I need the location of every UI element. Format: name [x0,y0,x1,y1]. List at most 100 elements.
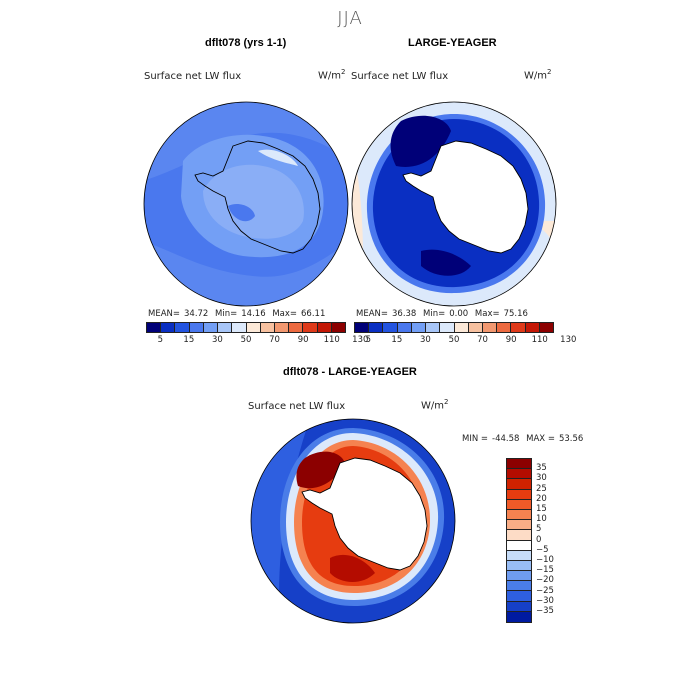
panel2-variable-label: Surface net LW flux [351,71,449,82]
panel2-max-value: 75.16 [503,309,528,319]
colorbar-swatch [175,323,190,332]
colorbar-tick-label: −5 [536,544,549,555]
colorbar-swatch [289,323,304,332]
colorbar-tick-label: 30 [420,335,431,345]
panel1-field-region [144,241,348,306]
panel3-max-value: 53.56 [558,434,584,444]
colorbar-swatch [454,323,469,332]
panel1-field-region [144,102,348,181]
panel3-min-label: MIN = [462,434,489,444]
colorbar-tick-label: 50 [448,335,460,345]
colorbar-swatch [507,540,531,551]
colorbar-swatch [411,323,427,332]
colorbar-tick-label: 50 [240,335,252,345]
colorbar-tick-label: 130 [352,335,369,345]
panel2-colorbar: 5 15 30 50 70 90 110 130 [354,322,576,345]
colorbar-swatch [507,489,531,500]
colorbar-tick-label: −30 [536,595,554,606]
panel3-stats: MIN = -44.58 MAX = 53.56 [462,434,587,444]
colorbar-swatch [507,509,531,521]
panel3-variable-label: Surface net LW flux [248,401,346,412]
panel3-colorbar [506,458,532,623]
colorbar-tick-label: 110 [531,335,548,345]
colorbar-tick-label: −25 [536,585,554,596]
panel2-mean-value: 36.38 [392,309,417,319]
panel1-field-region [228,204,255,222]
colorbar-tick-label: −20 [536,575,554,586]
panel3-field-region [296,451,345,489]
colorbar-tick-label: 70 [477,335,488,345]
colorbar-swatch [507,479,531,490]
colorbar-swatch [507,520,531,531]
colorbar-swatch [260,323,275,332]
panel2-max-label: Max= [474,309,500,319]
colorbar-tick-label: 25 [536,483,547,494]
colorbar-swatch [331,323,346,332]
panel1-min-value: 14.16 [241,309,266,319]
panel1-stats: MEAN= 34.72 Min= 14.16 Max= 66.11 [148,309,329,319]
colorbar-swatch [507,571,531,582]
panel3-coastline [301,457,428,571]
colorbar-swatch [507,469,531,480]
colorbar-swatch [218,323,233,332]
colorbar-swatch [232,323,247,332]
colorbar-tick-label: 30 [536,473,547,484]
colorbar-swatch [440,323,455,332]
colorbar-tick-label: 130 [560,335,577,345]
panel1-mean-value: 34.72 [184,309,209,319]
colorbar-tick-label: 90 [505,335,517,345]
panel3-polar-map [250,418,456,624]
panel1-polar-map [143,101,349,307]
panel2-coastline [402,140,529,254]
panel1-max-value: 66.11 [301,309,326,319]
colorbar-tick-label: 110 [323,335,340,345]
colorbar-swatch [303,323,318,332]
panel2-title: LARGE-YEAGER [408,37,497,49]
colorbar-swatch [161,323,176,332]
panel3-title: dflt078 - LARGE-YEAGER [283,366,417,378]
panel1-units: W/m2 [318,68,346,82]
colorbar-swatch [497,323,512,332]
panel2-field-region [421,249,471,276]
panel1-field-region [203,164,304,239]
colorbar-tick-label: 15 [183,335,195,345]
panel1-colorbar: 5 15 30 50 70 90 110 130 [146,322,368,345]
panel3-units: W/m2 [421,398,449,412]
colorbar-tick-label: −10 [536,555,554,565]
colorbar-swatch [507,581,531,592]
colorbar-tick-label: 5 [536,524,542,535]
colorbar-tick-label: 30 [212,335,223,345]
panel3-colorbar-ticks: 35 30 25 20 15 10 5 0 −5 −10 −15 −20 −25 −30 −35 [536,458,566,622]
colorbar-swatch [426,323,441,332]
panel1-title: dflt078 (yrs 1-1) [205,37,287,49]
panel1-variable-label: Surface net LW flux [144,71,242,82]
colorbar-swatch [507,499,531,510]
panel1-mean-label: MEAN= [148,309,180,319]
panel3-field-region [330,554,375,583]
colorbar-tick-label: 10 [536,514,547,525]
colorbar-swatch [511,323,526,332]
colorbar-swatch [397,323,412,332]
colorbar-swatch [317,323,332,332]
colorbar-swatch [525,323,540,332]
season-title: JJA [337,8,363,29]
panel1-max-label: Max= [272,309,298,319]
panel2-mean-label: MEAN= [356,309,388,319]
colorbar-tick-label: −35 [536,606,554,616]
colorbar-tick-label: 5 [157,335,163,345]
panel3-min-value: -44.58 [492,434,520,444]
colorbar-swatch [147,323,162,332]
colorbar-tick-label: 35 [536,463,547,474]
colorbar-tick-label: 5 [365,335,371,345]
colorbar-tick-label: 15 [391,335,403,345]
panel2-units: W/m2 [524,68,552,82]
colorbar-swatch [274,323,290,332]
colorbar-swatch [383,323,398,332]
colorbar-swatch [468,323,483,332]
panel2-min-value: 0.00 [449,309,469,319]
colorbar-swatch [507,611,531,622]
colorbar-swatch [246,323,261,332]
panel2-field-region [390,115,451,167]
colorbar-swatch [507,459,531,470]
colorbar-swatch [189,323,204,332]
